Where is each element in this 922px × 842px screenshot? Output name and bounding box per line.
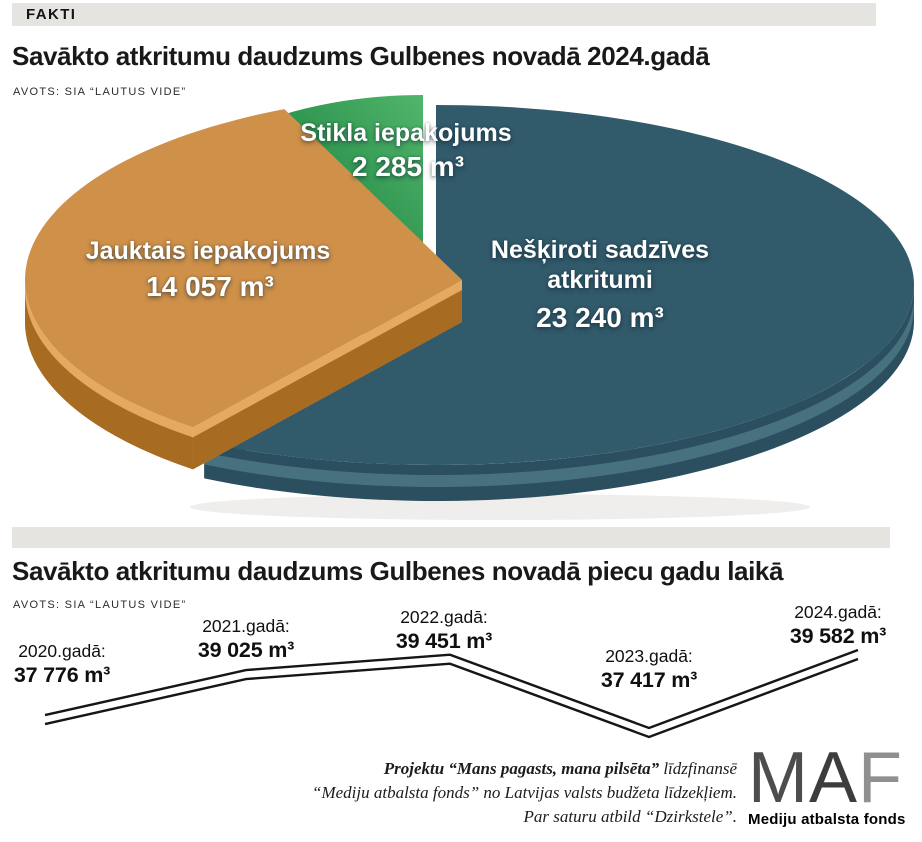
- year-value: 37 776 m³: [13, 663, 111, 687]
- maf-letter-m: M: [748, 738, 809, 818]
- year-value: 39 451 m³: [395, 629, 493, 653]
- year-value: 39 582 m³: [789, 624, 887, 648]
- maf-letter-f: F: [858, 738, 903, 818]
- maf-logo: MAF Mediju atbalsta fonds: [748, 742, 913, 828]
- fakti-tag-label: FAKTI: [26, 6, 77, 23]
- year-label: 2022.gadā:: [400, 607, 488, 627]
- pie-chart-svg: [25, 95, 914, 520]
- pie-label-unsorted-line2: atkritumi: [547, 266, 653, 294]
- pie-value-glass: 2 285 m³: [351, 151, 465, 182]
- year-label: 2021.gadā:: [202, 616, 290, 636]
- credit-line-3: Par saturu atbild “Dzirkstele”.: [523, 807, 737, 827]
- section2-title: Savākto atkritumu daudzums Gulbenes nova…: [12, 556, 784, 586]
- section1-source: AVOTS: SIA “LAUTUS VIDE”: [13, 86, 187, 98]
- year-label: 2024.gadā:: [794, 602, 882, 622]
- credit-line-1-bold: Projektu “Mans pagasts, mana pilsēta”: [383, 759, 660, 778]
- year-label-block-2024: 2024.gadā: 39 582 m³: [743, 602, 922, 649]
- pie-value-mixed: 14 057 m³: [146, 271, 274, 302]
- year-label-block-2022: 2022.gadā: 39 451 m³: [349, 607, 539, 654]
- credit-line-1: Projektu “Mans pagasts, mana pilsēta” lī…: [217, 757, 737, 781]
- maf-logo-caption: Mediju atbalsta fonds: [748, 811, 906, 828]
- year-label: 2023.gadā:: [605, 646, 693, 666]
- credit-line-1-rest: līdzfinansē: [659, 759, 737, 778]
- maf-logo-letters: MAF: [748, 742, 913, 814]
- year-value: 39 025 m³: [197, 638, 295, 662]
- year-label: 2020.gadā:: [18, 641, 106, 661]
- year-label-block-2021: 2021.gadā: 39 025 m³: [151, 616, 341, 663]
- pie-label-glass: Stikla iepakojums: [300, 119, 512, 147]
- fakti-tag-bar: FAKTI: [12, 3, 876, 26]
- pie-label-unsorted-line1: Nešķiroti sadzīves: [490, 236, 710, 264]
- section-divider: [12, 527, 890, 548]
- year-label-block-2020: 2020.gadā: 37 776 m³: [0, 641, 157, 688]
- line-chart-svg: [44, 648, 859, 739]
- year-label-block-2023: 2023.gadā: 37 417 m³: [554, 646, 744, 693]
- funding-credits: Projektu “Mans pagasts, mana pilsēta” lī…: [217, 757, 737, 829]
- section1-title: Savākto atkritumu daudzums Gulbenes nova…: [12, 41, 710, 71]
- maf-letter-a: A: [808, 738, 859, 818]
- pie-label-mixed: Jauktais iepakojums: [85, 237, 331, 265]
- credit-line-2: “Mediju atbalsta fonds” no Latvijas vals…: [312, 783, 737, 803]
- pie-value-unsorted: 23 240 m³: [536, 302, 664, 333]
- year-value: 37 417 m³: [600, 668, 698, 692]
- section2-source: AVOTS: SIA “LAUTUS VIDE”: [13, 599, 187, 611]
